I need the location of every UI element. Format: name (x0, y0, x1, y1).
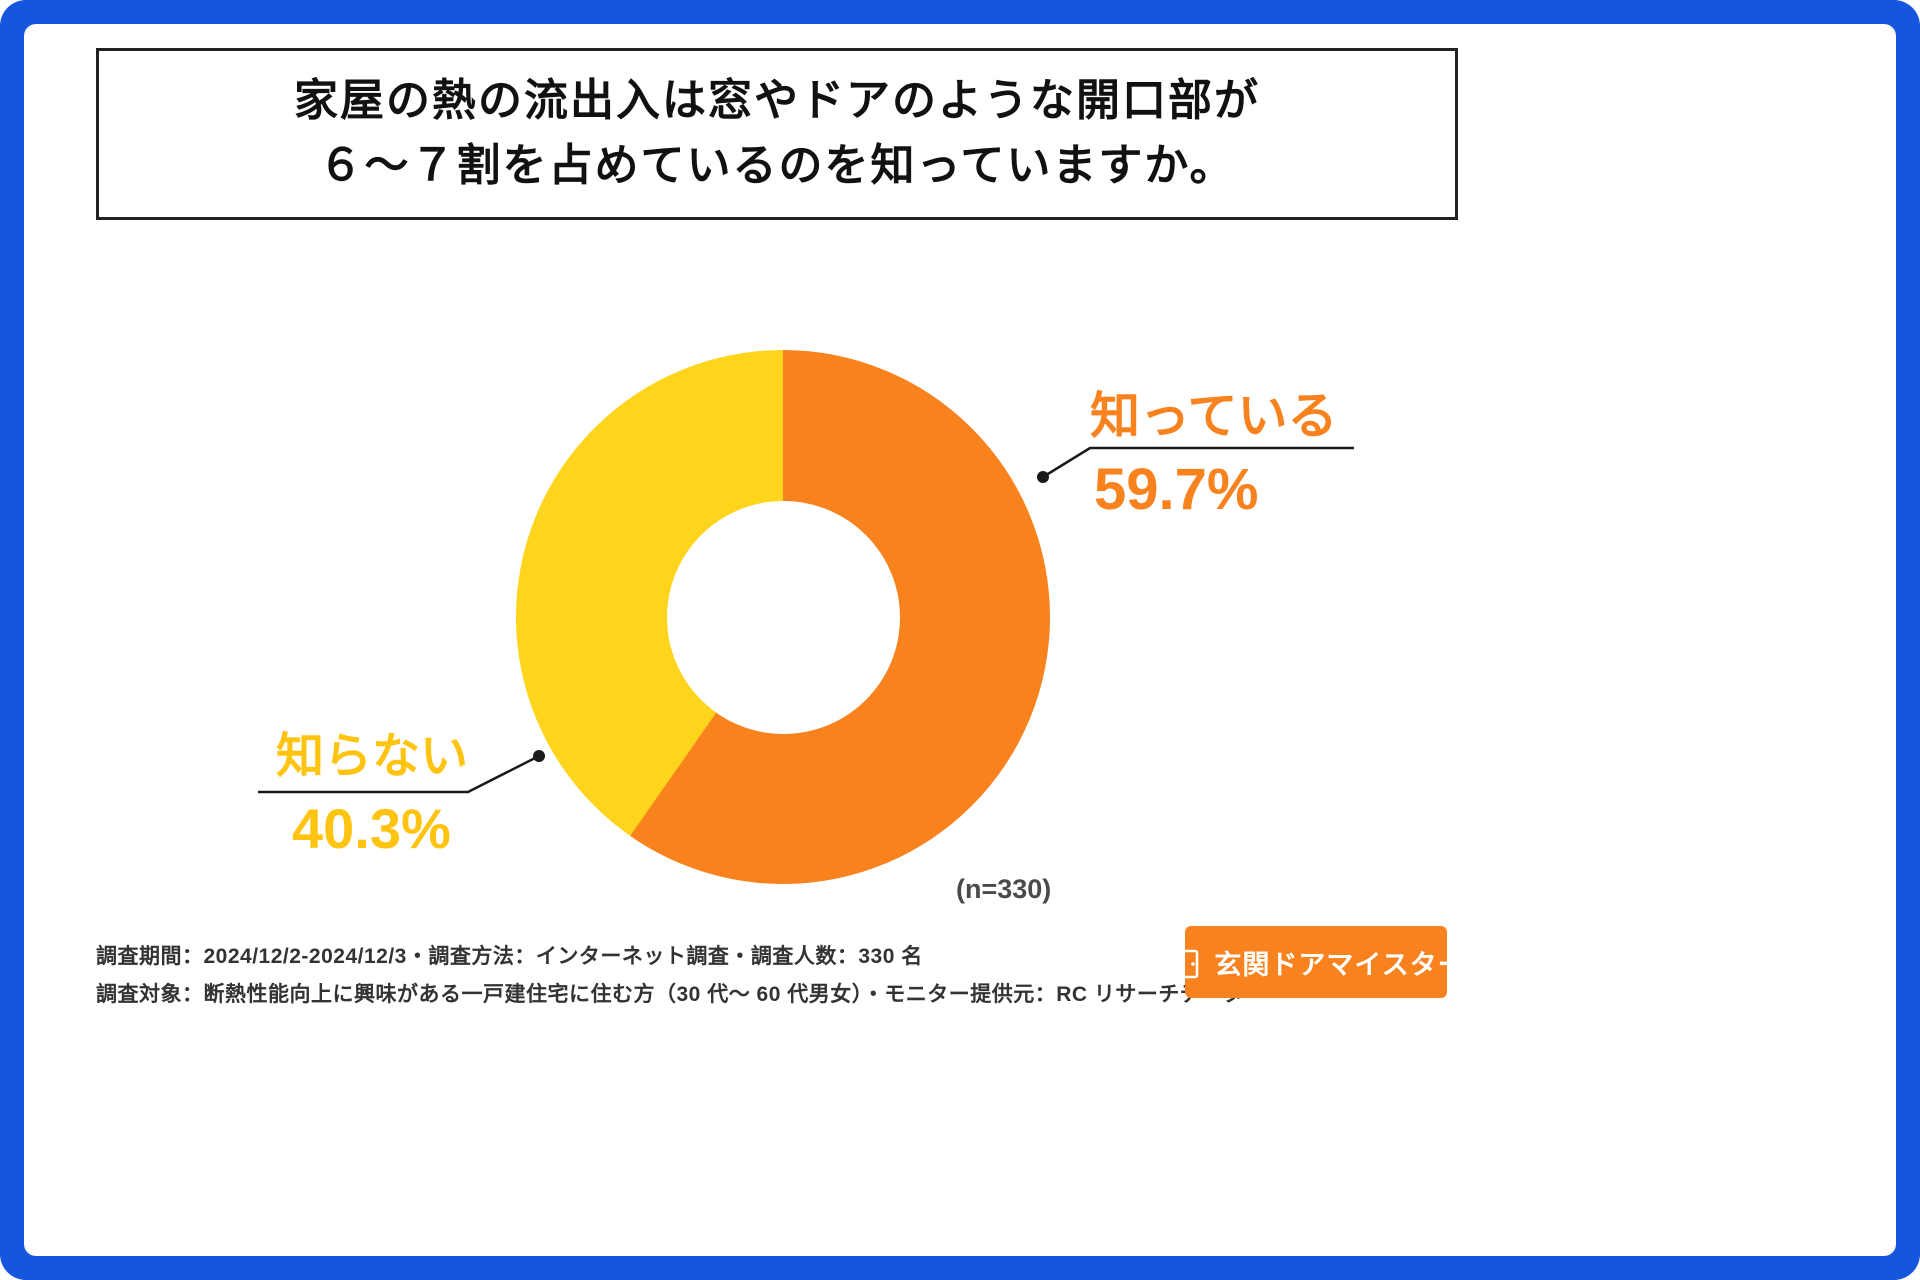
door-meister-icon (1170, 945, 1199, 979)
segment-value-dontknow: 40.3% (292, 797, 451, 860)
donut-hole (666, 500, 900, 734)
page-title-line-1: 家屋の熱の流出入は窓やドアのような開口部が (294, 76, 1260, 126)
content-panel: 家屋の熱の流出入は窓やドアのような開口部が ６～７割を占めているのを知っています… (24, 24, 1896, 1256)
donut-chart-wrap (516, 350, 1050, 884)
logo-text: 玄関ドアマイスター (1214, 949, 1466, 980)
logo-badge: 玄関ドアマイスター (1170, 926, 1465, 998)
page-title-line-2: ６～７割を占めているのを知っていますか。 (318, 141, 1236, 190)
survey-info-line-2: 調査対象：断熱性能向上に興味がある一戸建住宅に住む方（30 代～ 60 代男女）… (96, 983, 1245, 1006)
sample-size-note: (n=330) (956, 874, 1052, 904)
segment-label-know: 知っている (1090, 388, 1338, 444)
segment-value-know: 59.7% (1094, 457, 1259, 522)
segment-label-dontknow: 知らない (276, 730, 469, 783)
title-box: 家屋の熱の流出入は窓やドアのような開口部が ６～７割を占めているのを知っています… (96, 48, 1458, 220)
survey-info-line-1: 調査期間：2024/12/2-2024/12/3・調査方法：インターネット調査・… (96, 945, 923, 968)
